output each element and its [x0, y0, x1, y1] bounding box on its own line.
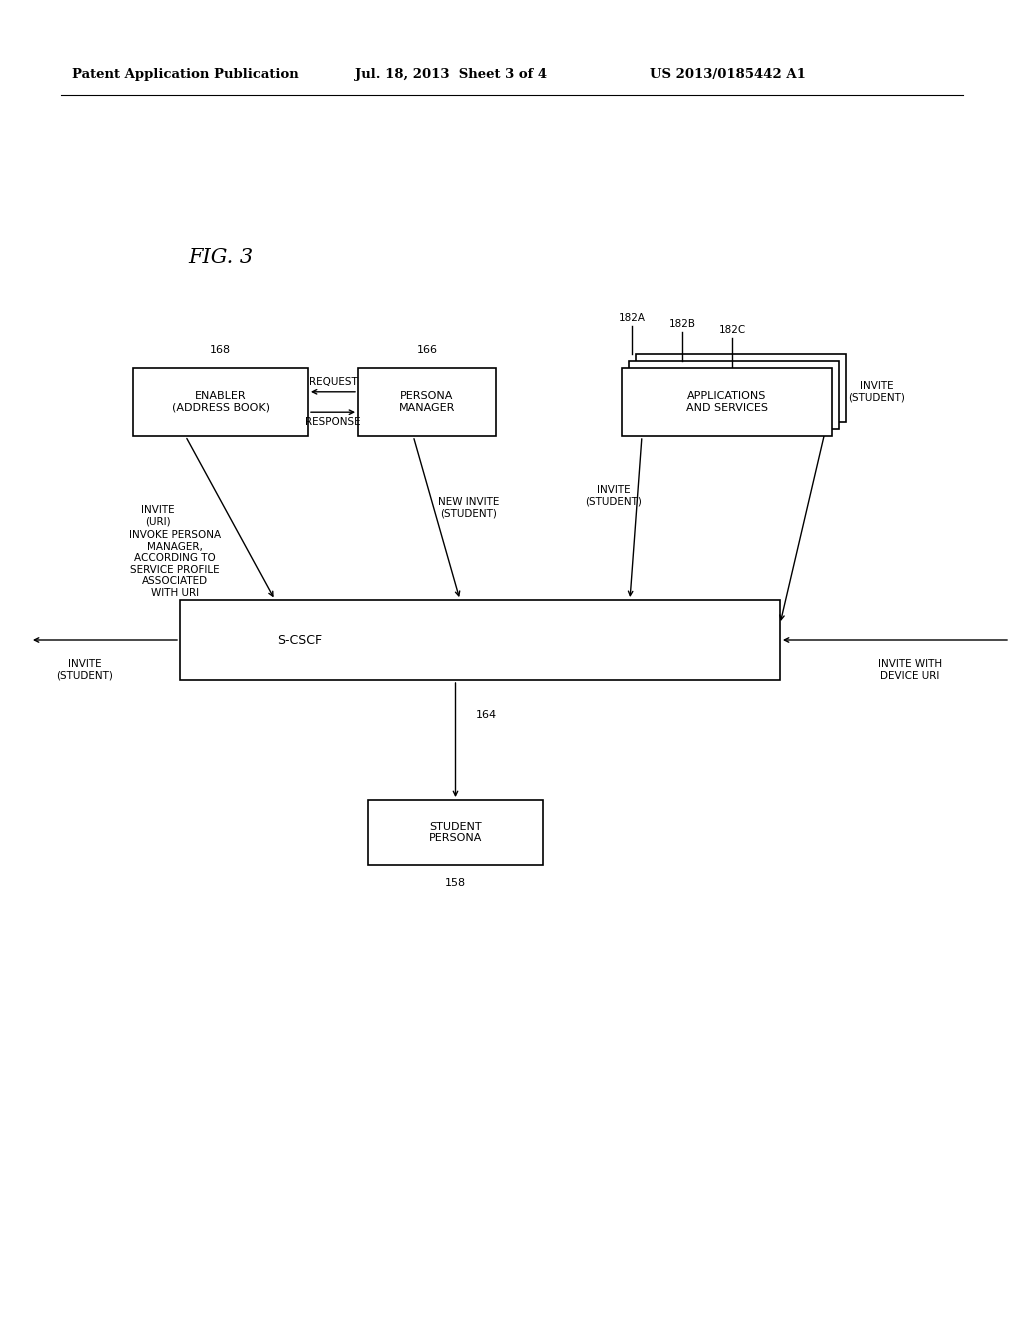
- Text: FIG. 3: FIG. 3: [188, 248, 253, 267]
- Text: INVITE WITH
DEVICE URI: INVITE WITH DEVICE URI: [878, 659, 942, 681]
- Bar: [622, 368, 831, 436]
- Text: ENABLER
(ADDRESS BOOK): ENABLER (ADDRESS BOOK): [171, 391, 269, 413]
- Text: US 2013/0185442 A1: US 2013/0185442 A1: [650, 69, 806, 81]
- Text: 166: 166: [417, 345, 437, 355]
- Text: STUDENT
PERSONA: STUDENT PERSONA: [429, 821, 482, 843]
- Bar: [629, 360, 839, 429]
- Text: 182C: 182C: [719, 325, 745, 335]
- Text: APPLICATIONS
AND SERVICES: APPLICATIONS AND SERVICES: [686, 391, 768, 413]
- Text: 164: 164: [475, 710, 497, 719]
- Text: INVITE
(URI): INVITE (URI): [140, 506, 174, 527]
- Text: 182A: 182A: [618, 313, 645, 323]
- Text: 158: 158: [445, 878, 466, 888]
- Text: RESPONSE: RESPONSE: [305, 417, 360, 428]
- Text: 182B: 182B: [669, 319, 695, 329]
- Text: S-CSCF: S-CSCF: [278, 634, 323, 647]
- Text: NEW INVITE
(STUDENT): NEW INVITE (STUDENT): [437, 498, 499, 519]
- Text: 168: 168: [210, 345, 231, 355]
- Text: REQUEST: REQUEST: [308, 376, 357, 387]
- Bar: [636, 354, 846, 422]
- Text: INVITE
(STUDENT): INVITE (STUDENT): [586, 486, 642, 507]
- Bar: [368, 800, 543, 865]
- Bar: [133, 368, 308, 436]
- Text: INVITE
(STUDENT): INVITE (STUDENT): [56, 659, 114, 681]
- Text: Patent Application Publication: Patent Application Publication: [72, 69, 299, 81]
- Text: PERSONA
MANAGER: PERSONA MANAGER: [398, 391, 456, 413]
- Text: INVITE
(STUDENT): INVITE (STUDENT): [849, 381, 905, 403]
- Text: INVOKE PERSONA
MANAGER,
ACCORDING TO
SERVICE PROFILE
ASSOCIATED
WITH URI: INVOKE PERSONA MANAGER, ACCORDING TO SER…: [129, 531, 221, 598]
- Text: Jul. 18, 2013  Sheet 3 of 4: Jul. 18, 2013 Sheet 3 of 4: [355, 69, 547, 81]
- Bar: [180, 601, 780, 680]
- Bar: [358, 368, 496, 436]
